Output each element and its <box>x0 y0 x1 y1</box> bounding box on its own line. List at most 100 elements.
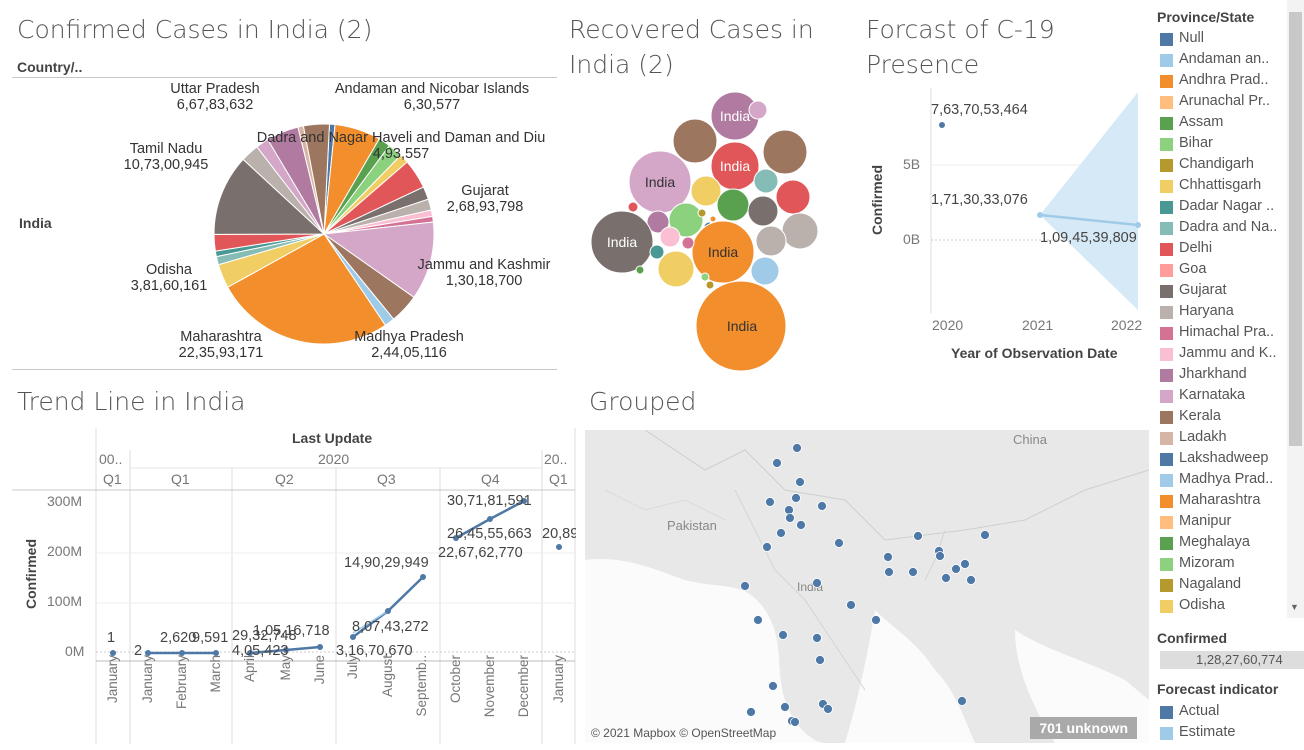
forecast-chart[interactable] <box>928 88 1143 318</box>
swatch <box>1160 348 1173 361</box>
pie-label-odisha: Odisha 3,81,60,161 <box>130 262 208 294</box>
bubble <box>775 179 811 215</box>
bubble <box>646 210 670 234</box>
bubble <box>697 208 707 218</box>
trend-line-chart[interactable] <box>96 490 576 670</box>
pie-label-maharashtra: Maharashtra 22,35,93,171 <box>178 329 264 361</box>
map-point <box>776 528 786 538</box>
bubble <box>748 100 768 120</box>
forecast-title-line2: Presence <box>866 50 980 79</box>
pie-country-header: Country/.. <box>17 59 83 75</box>
bubble <box>755 225 787 257</box>
legend-panel: Province/State Null Andaman an.. Andhra Pr… <box>1150 0 1304 750</box>
forecast-point-2021 <box>1037 212 1043 218</box>
bubble <box>781 212 819 250</box>
legend-label: Manipur <box>1179 513 1232 529</box>
forecast-value-1: 7,63,70,53,464 <box>931 102 1028 118</box>
legend-label: Actual <box>1179 703 1220 719</box>
unknown-count-badge[interactable]: 701 unknown <box>1030 717 1137 739</box>
bubble <box>691 220 755 284</box>
legend-scrollbar[interactable]: ▼ <box>1287 0 1304 618</box>
legend-label: Meghalaya <box>1179 534 1250 550</box>
legend-label: Mizoram <box>1179 555 1235 571</box>
confirmed-size-header: Confirmed <box>1157 630 1227 646</box>
map-point <box>753 615 763 625</box>
grouped-title: Grouped <box>589 387 697 416</box>
map-point <box>746 707 756 717</box>
forecast-value-2: 1,71,30,33,076 <box>931 192 1028 208</box>
trend-value-12: 26,45,55,663 <box>447 526 532 542</box>
bubble <box>590 210 654 274</box>
trend-value-13: 30,71,81,591 <box>447 493 532 509</box>
legend-label: Estimate <box>1179 724 1236 740</box>
confirmed-size-bar: 1,28,27,60,774 <box>1160 651 1304 669</box>
swatch <box>1160 390 1173 403</box>
trend-month-label: July <box>345 655 360 680</box>
legend-label: Haryana <box>1179 303 1234 319</box>
forecast-ytick-0b: 0B <box>903 231 921 247</box>
map-points[interactable] <box>585 430 1149 743</box>
map-point <box>883 552 893 562</box>
trend-value-14: 20,89 <box>542 526 576 542</box>
trend-month-label: December <box>516 655 531 718</box>
swatch <box>1160 264 1173 277</box>
map-label-pakistan: Pakistan <box>667 518 717 533</box>
map-point <box>815 655 825 665</box>
swatch <box>1160 453 1173 466</box>
swatch <box>1160 579 1173 592</box>
recovered-cases-title: Recovered Cases in India (2) <box>569 12 814 82</box>
swatch <box>1160 285 1173 298</box>
bubble <box>649 244 665 260</box>
map-point <box>812 633 822 643</box>
map-point <box>784 505 794 515</box>
bubble <box>657 250 695 288</box>
confirmed-size-value: 1,28,27,60,774 <box>1196 652 1283 667</box>
map-view[interactable]: China Pakistan India © 2021 Mapbox © Ope… <box>585 430 1149 743</box>
forecast-xtick-2020: 2020 <box>932 317 964 333</box>
trend-month-label: February <box>174 655 189 710</box>
bubble-label-india-4: India <box>607 234 638 250</box>
map-point <box>834 538 844 548</box>
bubble <box>762 129 808 175</box>
swatch <box>1160 159 1173 172</box>
recovered-title-line2: India (2) <box>569 50 674 79</box>
map-attribution[interactable]: © 2021 Mapbox © OpenStreetMap <box>591 726 777 740</box>
trend-month-label: August <box>380 655 395 698</box>
trend-value-2: 2 <box>134 643 143 659</box>
swatch <box>1160 180 1173 193</box>
recovered-bubble-chart[interactable]: India India India India India India <box>585 85 825 375</box>
bubble <box>747 195 779 227</box>
bubble-label-india-5: India <box>708 244 739 260</box>
swatch <box>1160 201 1173 214</box>
trend-month-label: January <box>551 655 566 704</box>
forecast-indicator-header: Forecast indicator <box>1157 681 1279 697</box>
map-point <box>765 497 775 507</box>
legend-label: Goa <box>1179 261 1207 277</box>
bubble <box>753 168 779 194</box>
swatch <box>1160 432 1173 445</box>
pie-slice <box>227 233 387 344</box>
map-point <box>785 513 795 523</box>
swatch <box>1160 516 1173 529</box>
pie-header-rule <box>12 77 557 78</box>
bubble <box>709 215 717 223</box>
trend-year-00: 00.. <box>99 451 123 467</box>
legend-label: Andhra Prad.. <box>1179 72 1269 88</box>
legend-scrollbar-thumb[interactable] <box>1289 12 1302 446</box>
map-point <box>871 615 881 625</box>
trend-month-label: May <box>278 655 293 681</box>
trend-value-1: 1 <box>107 630 116 646</box>
map-point <box>778 630 788 640</box>
trend-quarter-q1b: Q1 <box>171 471 190 487</box>
trend-value-7: 1,05,16,718 <box>253 623 330 639</box>
forecast-ylabel: Confirmed <box>869 165 885 235</box>
swatch <box>1160 495 1173 508</box>
map-point <box>795 477 805 487</box>
legend-label: Lakshadweep <box>1179 450 1269 466</box>
scroll-down-arrow-icon[interactable]: ▼ <box>1290 602 1299 612</box>
confirmed-pie-chart[interactable] <box>200 124 450 344</box>
legend-label: Odisha <box>1179 597 1225 613</box>
forecast-estimate-band <box>1040 92 1138 310</box>
trend-value-3: 2,620 <box>160 630 197 646</box>
swatch <box>1160 327 1173 340</box>
